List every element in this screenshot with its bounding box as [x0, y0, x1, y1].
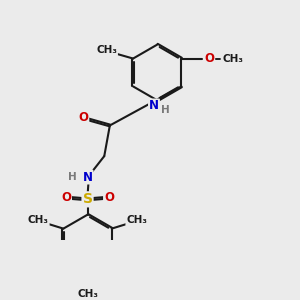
- Text: CH₃: CH₃: [222, 53, 243, 64]
- Text: CH₃: CH₃: [77, 289, 98, 298]
- Text: S: S: [82, 192, 92, 206]
- Text: O: O: [61, 191, 71, 204]
- Text: O: O: [78, 111, 88, 124]
- Text: N: N: [149, 99, 159, 112]
- Text: H: H: [68, 172, 77, 182]
- Text: H: H: [161, 105, 170, 115]
- Text: O: O: [104, 191, 114, 204]
- Text: CH₃: CH₃: [28, 215, 49, 225]
- Text: O: O: [204, 52, 214, 65]
- Text: CH₃: CH₃: [126, 215, 147, 225]
- Text: CH₃: CH₃: [96, 45, 117, 55]
- Text: N: N: [82, 170, 92, 184]
